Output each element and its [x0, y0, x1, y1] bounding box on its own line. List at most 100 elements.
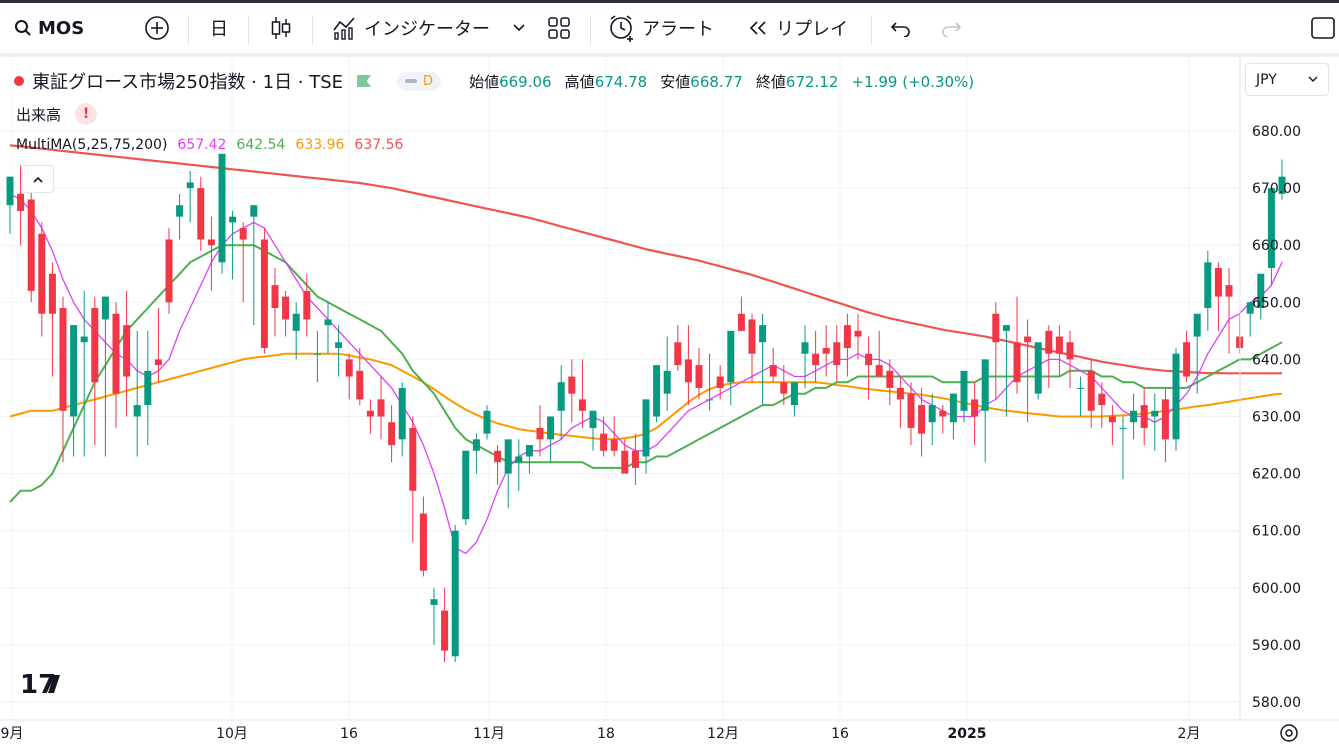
price-tick-label: 660.00	[1252, 238, 1301, 254]
redo-button[interactable]	[940, 3, 962, 53]
alert-button[interactable]: アラート	[608, 3, 714, 53]
volume-legend[interactable]: 出来高 !	[16, 103, 98, 125]
symbol-search-button[interactable]: MOS	[14, 3, 84, 53]
candle	[1267, 188, 1275, 286]
candle-body	[1172, 353, 1180, 440]
candle-body	[38, 233, 46, 314]
candle-body	[1024, 336, 1032, 343]
candle	[939, 405, 947, 434]
rewind-icon	[749, 21, 766, 35]
candle-body	[578, 399, 586, 411]
candle-body	[1055, 336, 1063, 354]
candle	[886, 359, 894, 406]
chevron-down-icon	[1308, 76, 1318, 82]
candle	[981, 359, 989, 463]
candle-body	[70, 325, 78, 417]
candle-body	[525, 445, 533, 457]
candle	[695, 347, 703, 400]
candle-body	[674, 342, 682, 366]
candle	[610, 416, 618, 457]
candle	[1172, 347, 1180, 451]
candle	[557, 365, 565, 440]
candle	[154, 308, 162, 383]
candle	[451, 524, 459, 663]
candle	[589, 410, 597, 451]
settings-gear-icon[interactable]	[1280, 724, 1298, 742]
candle	[769, 347, 777, 383]
candle-body	[335, 342, 343, 348]
candle-body	[1077, 387, 1085, 389]
tradingview-logo[interactable]: 17	[20, 670, 60, 700]
time-tick-label: 16	[340, 726, 358, 742]
candle-body	[430, 599, 438, 605]
candle	[833, 325, 841, 383]
candle-body	[419, 513, 427, 571]
chart-type-button[interactable]	[270, 3, 292, 53]
close-label: 終値	[755, 72, 786, 91]
candle	[748, 313, 756, 383]
fullscreen-button[interactable]	[1310, 3, 1336, 53]
time-tick-label: 11月	[473, 726, 505, 742]
candle-body	[462, 450, 470, 520]
ohlc-readout: 始値669.06 高値674.78 安値668.77 終値672.12 +1.9…	[469, 71, 982, 92]
candle-body	[504, 439, 512, 474]
candle	[790, 382, 798, 417]
candle	[865, 336, 873, 400]
toolbar-separator	[188, 15, 189, 45]
candle	[843, 313, 851, 377]
candle	[536, 405, 544, 457]
candle-body	[928, 405, 936, 423]
candle-body	[886, 370, 894, 388]
toolbar-separator	[590, 15, 591, 45]
multima-label: MultiMA(5,25,75,200)	[16, 137, 168, 153]
candle-body	[1130, 410, 1138, 423]
symbol-legend[interactable]: 東証グロース市場250指数 · 1日 · TSE D 始値669.06 高値67…	[14, 68, 982, 94]
search-icon	[15, 20, 31, 36]
currency-selector[interactable]: JPY	[1245, 63, 1329, 96]
candle-body	[1045, 330, 1053, 354]
candle-body	[1098, 393, 1106, 406]
candle	[59, 296, 67, 463]
candle-body	[154, 359, 162, 366]
data-status-badge[interactable]: D	[397, 71, 442, 91]
candle	[345, 353, 353, 400]
candle	[313, 330, 321, 383]
candle	[6, 176, 14, 234]
candle-body	[1140, 405, 1148, 428]
candle	[472, 433, 480, 474]
candle	[494, 445, 502, 486]
candle	[706, 353, 714, 411]
candle-body	[981, 359, 989, 411]
undo-button[interactable]	[890, 3, 912, 53]
candle-body	[1002, 325, 1010, 331]
candle	[1034, 342, 1042, 400]
candle	[992, 302, 1000, 400]
layouts-button[interactable]	[547, 3, 571, 53]
time-tick-label: 16	[831, 726, 849, 742]
low-label: 安値	[660, 72, 691, 91]
candle-body	[610, 439, 618, 451]
candle	[1278, 159, 1286, 200]
indicators-button[interactable]: インジケーター	[332, 3, 490, 53]
price-chart[interactable]: 580.00 590.00 600.00 610.00 620.00 630.00 640.…	[0, 57, 1339, 750]
candle-body	[80, 336, 88, 343]
indicators-dropdown[interactable]	[512, 3, 526, 53]
candle	[1119, 416, 1127, 480]
interval-button[interactable]: 日	[210, 3, 228, 53]
candle	[801, 325, 809, 388]
candle-body	[388, 422, 396, 446]
replay-button[interactable]: リプレイ	[746, 3, 848, 53]
ma200-value: 637.56	[354, 137, 404, 153]
warning-icon[interactable]: !	[75, 103, 98, 125]
collapse-legend-button[interactable]	[22, 165, 54, 193]
price-tick-label: 640.00	[1252, 352, 1301, 368]
candle	[504, 439, 512, 508]
candle	[822, 325, 830, 377]
multima-legend[interactable]: MultiMA(5,25,75,200) 657.42 642.54 633.9…	[16, 137, 403, 153]
toolbar-separator	[248, 15, 249, 45]
candle-body	[165, 239, 173, 303]
compare-symbol-button[interactable]	[144, 3, 170, 53]
candle	[949, 393, 957, 440]
candle-body	[833, 342, 841, 366]
candle	[1098, 382, 1106, 428]
